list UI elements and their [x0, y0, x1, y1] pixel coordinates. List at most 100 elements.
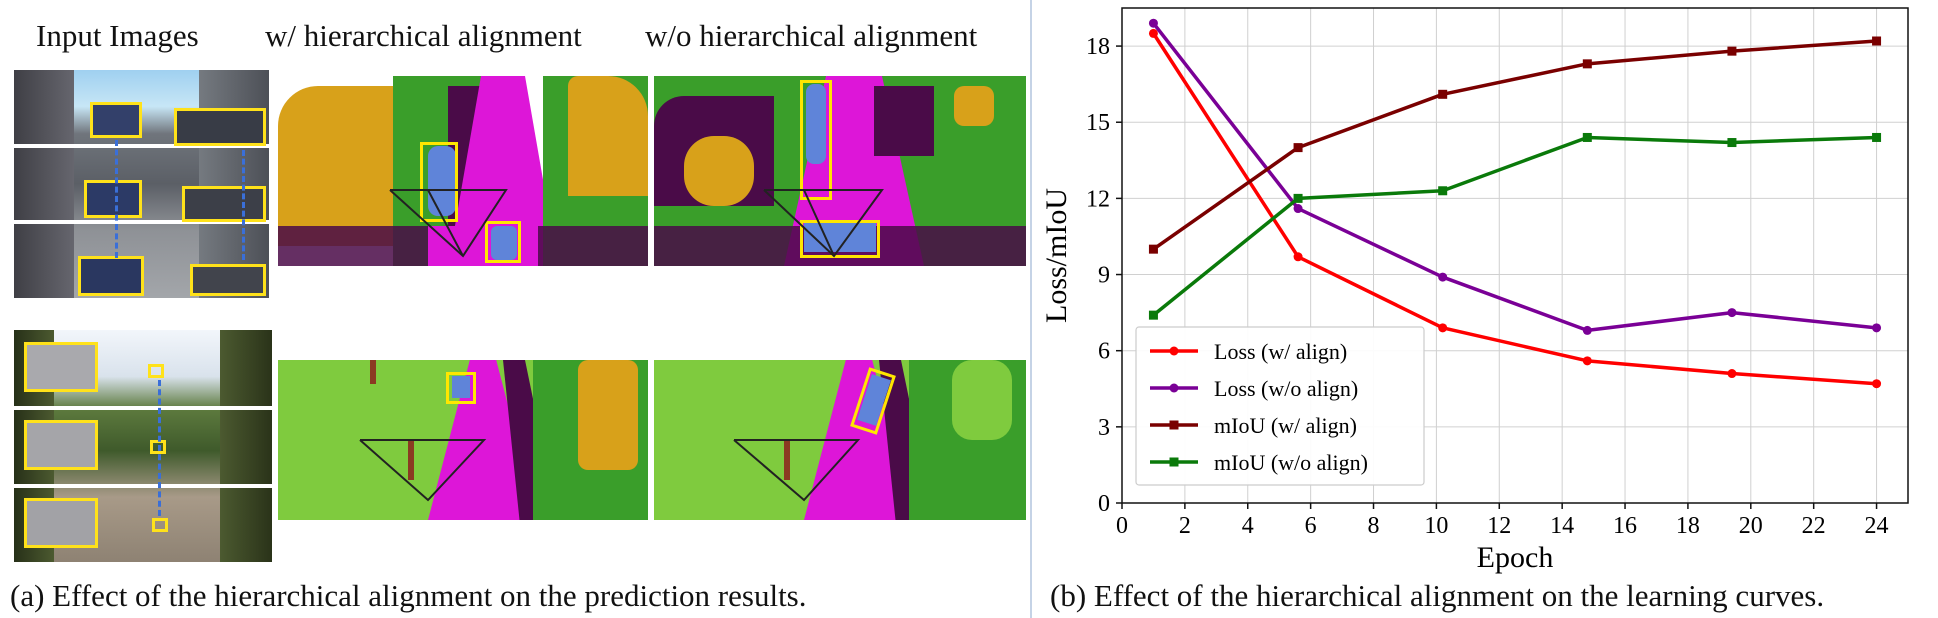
- x-tick-label: 6: [1305, 513, 1317, 539]
- frustum-lines: [359, 439, 487, 502]
- x-tick-label: 0: [1116, 513, 1128, 539]
- car-highlight-3: [78, 256, 144, 296]
- x-tick-label: 8: [1368, 513, 1380, 539]
- x-tick-label: 18: [1676, 513, 1700, 539]
- car-region: [452, 376, 470, 398]
- data-point: [1293, 252, 1303, 262]
- data-point: [1727, 46, 1737, 56]
- car-highlight-far-3: [152, 518, 168, 532]
- x-tick-label: 20: [1739, 513, 1763, 539]
- y-axis-label: Loss/mIoU: [1040, 188, 1073, 323]
- x-tick-label: 2: [1179, 513, 1191, 539]
- data-point: [1872, 323, 1882, 333]
- zoom-box-2: [182, 186, 266, 222]
- legend-box: [1135, 326, 1425, 486]
- legend: Loss (w/ align) Loss (w/o align) mIoU (w/ …: [1135, 326, 1425, 486]
- panel-divider: [1030, 0, 1032, 618]
- heading-without-alignment: w/o hierarchical alignment: [645, 18, 978, 53]
- tracking-arrow-row2: [158, 380, 161, 516]
- frustum-lines: [733, 439, 861, 502]
- input-images-row2: [14, 330, 272, 562]
- y-tick-label: 12: [1086, 186, 1110, 212]
- legend-marker: [1169, 457, 1179, 467]
- data-point: [1148, 310, 1158, 320]
- data-point: [1293, 143, 1303, 153]
- data-point: [1727, 369, 1737, 379]
- x-tick-label: 16: [1613, 513, 1637, 539]
- x-tick-label: 10: [1424, 513, 1448, 539]
- prediction-without-align-row1: [654, 76, 1026, 266]
- x-tick-label: 14: [1550, 513, 1574, 539]
- legend-label: mIoU (w/o align): [1214, 450, 1368, 475]
- plot-frame: [1121, 7, 1909, 504]
- data-point: [1872, 36, 1882, 46]
- series-lines: [1148, 18, 1882, 389]
- legend-label: mIoU (w/ align): [1214, 413, 1357, 438]
- grid: [1121, 8, 1908, 504]
- series-line: [1152, 135, 1877, 317]
- caption-a: (a) Effect of the hierarchical alignment…: [10, 578, 807, 613]
- legend-entry: mIoU (w/ align): [1150, 413, 1357, 438]
- frustum-lines: [763, 189, 884, 258]
- x-tick-label: 12: [1487, 513, 1511, 539]
- data-point: [1438, 272, 1448, 282]
- car-region: [806, 84, 826, 164]
- series-1: [1148, 18, 1882, 335]
- trunk-region: [408, 440, 414, 480]
- data-point: [1872, 132, 1882, 142]
- y-tick-label: 18: [1086, 34, 1110, 60]
- legend-entry: mIoU (w/o align): [1150, 450, 1368, 475]
- tracking-arrow-zoom: [242, 150, 245, 260]
- frustum-lines: [389, 189, 508, 258]
- zoom-box-1: [174, 108, 266, 146]
- car-highlight-far-1: [148, 364, 164, 378]
- series-2: [1148, 36, 1882, 254]
- x-tick-label: 24: [1865, 513, 1889, 539]
- caption-b: (b) Effect of the hierarchical alignment…: [1050, 578, 1825, 613]
- legend-entry: Loss (w/o align): [1150, 376, 1358, 401]
- y-tick-label: 3: [1098, 415, 1110, 441]
- prediction-with-align-row2: [278, 360, 648, 520]
- panel-prediction-results: Input Images w/ hierarchical alignment w…: [10, 18, 1026, 613]
- x-axis-label: Epoch: [1477, 541, 1554, 574]
- data-point: [1582, 325, 1592, 335]
- legend-marker: [1169, 346, 1179, 356]
- legend-marker: [1169, 383, 1179, 393]
- prediction-with-align-row1: [278, 76, 648, 266]
- car-highlight-2: [84, 180, 142, 218]
- highlight-box: [446, 372, 476, 404]
- zoom-box-3: [190, 264, 266, 296]
- input-images-row1: [14, 70, 269, 298]
- data-point: [1438, 186, 1448, 196]
- y-tick-label: 15: [1086, 110, 1110, 136]
- x-tick-label: 4: [1242, 513, 1254, 539]
- data-point: [1582, 356, 1592, 366]
- legend-label: Loss (w/ align): [1214, 339, 1347, 364]
- data-point: [1438, 89, 1448, 99]
- car-region: [428, 146, 456, 216]
- zoom-car-2: [24, 420, 98, 470]
- zoom-car-3: [24, 498, 98, 548]
- heading-input-images: Input Images: [36, 18, 199, 53]
- car-highlight-1: [90, 102, 142, 138]
- series-line: [1152, 39, 1877, 251]
- zoom-car-1: [24, 342, 98, 392]
- building-left: [14, 70, 74, 298]
- tracking-arrow: [115, 140, 118, 258]
- data-point: [1438, 323, 1448, 333]
- legend-entry: Loss (w/ align): [1150, 339, 1347, 364]
- data-point: [1148, 18, 1158, 28]
- data-point: [1148, 244, 1158, 254]
- x-tick-label: 22: [1802, 513, 1826, 539]
- y-tick-label: 0: [1098, 491, 1110, 517]
- legend-label: Loss (w/o align): [1214, 376, 1358, 401]
- data-point: [1293, 204, 1303, 214]
- prediction-without-align-row2: [654, 360, 1026, 520]
- data-point: [1727, 138, 1737, 148]
- data-point: [1148, 28, 1158, 38]
- data-point: [1582, 59, 1592, 69]
- data-point: [1872, 379, 1882, 389]
- building-region: [684, 136, 754, 206]
- series-line: [1152, 22, 1877, 333]
